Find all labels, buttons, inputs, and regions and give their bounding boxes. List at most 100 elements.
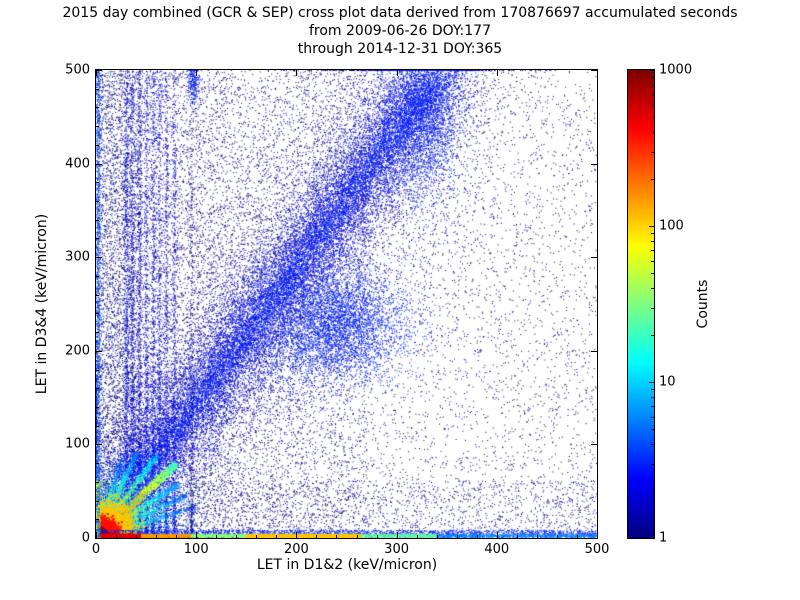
y-minor-tick (96, 500, 99, 502)
y-tick (96, 444, 102, 446)
colorbar-tick-label: 1 (659, 530, 668, 546)
x-minor-tick (576, 535, 578, 538)
y-minor-tick (96, 238, 99, 240)
chart-title-line3: through 2014-12-31 DOY:365 (297, 41, 503, 57)
colorbar-minor-tick (651, 179, 654, 181)
colorbar-minor-tick (651, 77, 654, 79)
y-tick-label: 100 (65, 436, 90, 452)
y-tick-label: 400 (65, 156, 90, 172)
x-tick-top (496, 70, 498, 76)
colorbar-minor-tick (651, 94, 654, 96)
y-tick (96, 350, 102, 352)
colorbar-minor-tick (651, 444, 654, 446)
colorbar-minor-tick (651, 250, 654, 252)
x-tick-top (96, 70, 97, 76)
x-minor-tick (316, 535, 318, 538)
colorbar-minor-tick (651, 151, 654, 153)
x-axis-label: LET in D1&2 (keV/micron) (256, 557, 438, 573)
x-minor-tick (436, 535, 438, 538)
colorbar-minor-tick (651, 335, 654, 337)
chart-title-line1: 2015 day combined (GCR & SEP) cross plot… (62, 5, 738, 21)
x-minor-tick (376, 535, 378, 538)
y-minor-tick (96, 425, 99, 427)
y-tick-right (591, 350, 597, 352)
x-minor-tick (556, 535, 558, 538)
colorbar-tick-label: 1000 (659, 62, 693, 78)
x-tick-top (296, 70, 298, 76)
x-tick (396, 532, 398, 538)
colorbar-tick-label: 10 (659, 374, 676, 390)
y-minor-tick (96, 107, 99, 109)
x-minor-tick (416, 535, 418, 538)
y-minor-tick (96, 519, 99, 521)
y-minor-tick (96, 201, 99, 203)
y-tick-label: 200 (65, 343, 90, 359)
x-minor-tick (256, 535, 258, 538)
colorbar (627, 69, 655, 539)
y-minor-tick (96, 219, 99, 221)
y-minor-tick (96, 369, 99, 371)
colorbar-tick (649, 226, 654, 227)
colorbar-minor-tick (651, 288, 654, 290)
y-tick-right (591, 538, 597, 539)
x-tick-label: 300 (384, 542, 410, 557)
y-tick-right (591, 257, 597, 259)
y-tick (96, 70, 102, 71)
colorbar-tick (649, 538, 654, 539)
colorbar-minor-tick (651, 132, 654, 134)
x-tick (96, 532, 97, 538)
x-tick-label: 0 (91, 542, 101, 557)
y-tick-right (591, 444, 597, 446)
x-minor-tick (536, 535, 538, 538)
colorbar-minor-tick (651, 416, 654, 418)
x-tick (597, 532, 598, 538)
colorbar-minor-tick (651, 85, 654, 87)
x-tick-top (597, 70, 598, 76)
colorbar-minor-tick (651, 307, 654, 309)
y-minor-tick (96, 481, 99, 483)
colorbar-tick (649, 70, 654, 71)
x-tick (296, 532, 298, 538)
x-minor-tick (116, 535, 118, 538)
y-minor-tick (96, 88, 99, 90)
x-tick-top (196, 70, 198, 76)
y-minor-tick (96, 406, 99, 408)
y-minor-tick (96, 182, 99, 184)
colorbar-minor-tick (651, 241, 654, 243)
colorbar-minor-tick (651, 428, 654, 430)
chart-title-line2: from 2009-06-26 DOY:177 (308, 23, 491, 39)
y-minor-tick (96, 388, 99, 390)
y-minor-tick (96, 294, 99, 296)
colorbar-minor-tick (651, 272, 654, 274)
x-minor-tick (236, 535, 238, 538)
x-minor-tick (356, 535, 358, 538)
colorbar-tick-label: 100 (659, 218, 684, 234)
y-minor-tick (96, 463, 99, 465)
colorbar-minor-tick (651, 104, 654, 106)
colorbar-minor-tick (651, 463, 654, 465)
x-tick-top (396, 70, 398, 76)
y-tick-label: 500 (65, 62, 90, 78)
y-tick-right (591, 163, 597, 165)
colorbar-label: Counts (695, 279, 711, 329)
y-tick-label: 300 (65, 249, 90, 265)
colorbar-minor-tick (651, 260, 654, 262)
y-minor-tick (96, 332, 99, 334)
x-tick-label: 200 (283, 542, 309, 557)
colorbar-minor-tick (651, 233, 654, 235)
y-tick (96, 163, 102, 165)
colorbar-minor-tick (651, 389, 654, 391)
x-minor-tick (456, 535, 458, 538)
y-axis-label: LET in D3&4 (keV/micron) (34, 213, 50, 395)
colorbar-minor-tick (651, 406, 654, 408)
x-minor-tick (136, 535, 138, 538)
colorbar-gradient (628, 70, 654, 538)
x-minor-tick (276, 535, 278, 538)
x-minor-tick (216, 535, 218, 538)
x-tick (196, 532, 198, 538)
plot-area (95, 69, 598, 539)
x-minor-tick (336, 535, 338, 538)
x-tick (496, 532, 498, 538)
x-minor-tick (516, 535, 518, 538)
